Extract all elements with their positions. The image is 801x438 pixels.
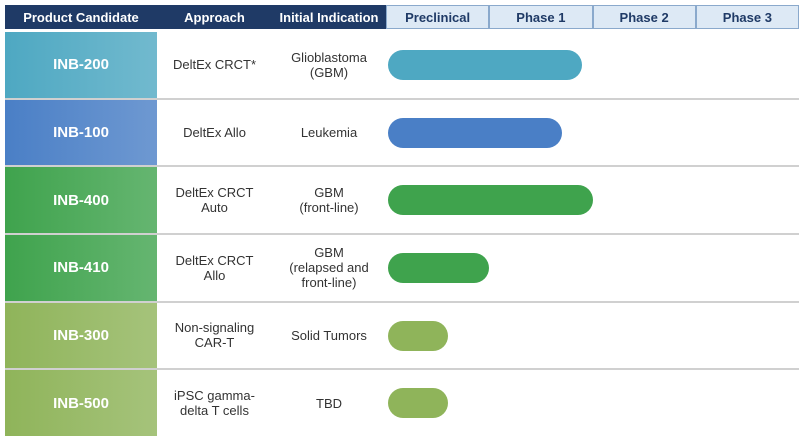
text-line: front-line) (301, 275, 357, 291)
progress-bar (388, 252, 490, 283)
product-cell: INB-500 (5, 370, 157, 436)
phase-header: Preclinical (386, 5, 490, 29)
indication-cell: TBD (272, 370, 386, 436)
progress-bar (388, 320, 448, 351)
text-line: iPSC gamma- (174, 388, 255, 404)
text-line: (relapsed and (289, 260, 369, 276)
text-line: delta T cells (180, 403, 249, 419)
product-cell: INB-200 (5, 32, 157, 98)
product-cell: INB-400 (5, 167, 157, 233)
indication-cell: Solid Tumors (272, 303, 386, 369)
approach-cell: iPSC gamma-delta T cells (157, 370, 272, 436)
text-line: Leukemia (300, 124, 358, 140)
phase-header: Phase 2 (592, 5, 696, 29)
text-line: Non-signaling (174, 320, 255, 336)
approach-cell: DeltEx CRCT* (157, 32, 272, 98)
text-line: CAR-T (194, 335, 235, 351)
text-line: Allo (203, 267, 226, 283)
progress-bar (388, 117, 562, 148)
text-line: Glioblastoma (291, 49, 367, 65)
text-line: TBD (316, 395, 342, 411)
text-line: (GBM) (309, 64, 349, 80)
progress-bar (388, 185, 593, 216)
indication-cell: Glioblastoma (GBM) (272, 32, 386, 98)
row-separator (5, 300, 799, 303)
column-header: Product Candidate (5, 5, 157, 29)
product-cell: INB-300 (5, 302, 157, 369)
approach-cell: Non-signaling CAR-T (157, 303, 272, 369)
row-separator (5, 233, 799, 235)
text-line: DeltEx CRCT (175, 185, 254, 201)
progress-bar (388, 49, 583, 80)
indication-cell: GBM (front-line) (272, 167, 386, 233)
row-separator (5, 368, 799, 371)
row-separator (5, 97, 799, 100)
text-line: Auto (201, 200, 228, 216)
column-header: Initial Indication (272, 5, 386, 29)
column-header: Approach (157, 5, 272, 29)
text-line: DeltEx Allo (183, 124, 246, 140)
product-cell: INB-410 (5, 235, 157, 301)
indication-cell: GBM (relapsed and front-line) (272, 235, 386, 301)
phase-header: Phase 3 (695, 5, 799, 29)
indication-cell: Leukemia (272, 100, 386, 166)
text-line: DeltEx CRCT (175, 252, 254, 268)
text-line: DeltEx CRCT* (172, 57, 257, 73)
phase-header: Phase 1 (489, 5, 593, 29)
progress-bar (388, 388, 448, 419)
text-line: (front-line) (299, 200, 359, 216)
text-line: Solid Tumors (291, 327, 367, 343)
approach-cell: DeltEx CRCT Auto (157, 167, 272, 233)
text-line: GBM (314, 185, 344, 201)
approach-cell: DeltEx Allo (157, 100, 272, 166)
text-line: GBM (314, 245, 344, 261)
product-cell: INB-100 (5, 99, 157, 166)
row-separator (5, 165, 799, 168)
approach-cell: DeltEx CRCT Allo (157, 235, 272, 301)
